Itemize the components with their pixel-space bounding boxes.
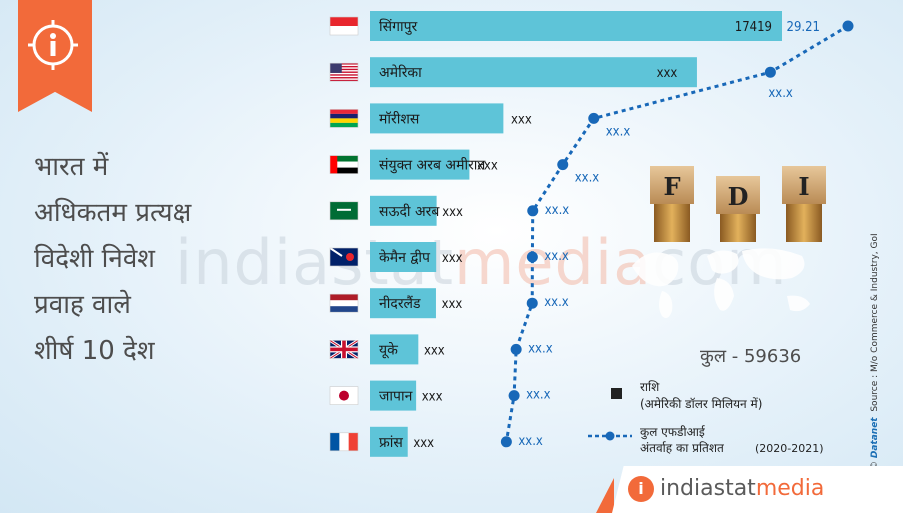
amount-label: xxx [422,390,443,405]
bar [370,57,697,88]
title-line: शीर्ष 10 देश [34,336,155,366]
category-label: फ्रांस [379,435,403,451]
legend-percent-label-1: कुल एफडीआई [640,425,705,439]
page-title: भारत में अधिकतम प्रत्यक्ष विदेशी निवेश प… [34,144,264,374]
legend-period: (2020-2021) [755,442,824,455]
legend-amount-swatch [611,388,622,399]
category-label: सिंगापुर [379,18,418,35]
amount-label: xxx [442,205,463,220]
flag-uk-icon [329,339,359,360]
flag-singapore-icon [329,16,359,36]
datanet-logo: Datanet [870,417,880,459]
fdi-block-i: I [782,166,826,242]
bar [370,426,408,457]
bar [370,242,437,272]
category-label: नीदरलैंड [379,295,421,312]
bar [370,288,436,319]
percent-point [527,205,539,217]
info-icon [26,18,80,72]
svg-text:F: F [663,172,680,201]
legend-amount: राशि (अमेरिकी डॉलर मिलियन में) [640,379,762,413]
legend-amount-label: राशि [640,380,660,394]
footer [0,466,903,513]
category-label: यूके [379,341,398,358]
title-line: प्रवाह वाले [34,290,131,320]
svg-text:D: D [728,182,749,211]
fdi-block-d: D [716,176,760,242]
category-label: सऊदी अरब [379,203,440,220]
footer-band [612,466,903,513]
percent-label: xx.x [545,203,570,218]
percent-point [557,159,569,171]
percent-label: xx.x [526,388,551,403]
flag-uae-icon [329,155,359,174]
percent-label: xx.x [768,86,793,101]
amount-label: xxx [657,66,678,81]
indiastat-logo-icon: i [628,476,654,502]
percent-point [842,20,854,32]
percent-label: xx.x [518,434,543,449]
percent-label: xx.x [528,341,553,356]
bar [370,334,419,365]
fdi-block-f: F [650,166,694,242]
amount-label: xxx [511,112,532,127]
percent-label: xx.x [575,171,600,186]
percent-point [508,390,520,402]
category-label: केमैन द्वीप [379,249,431,266]
flag-mauritius-icon [329,109,359,128]
percent-point [510,343,522,355]
legend-amount-unit: (अमेरिकी डॉलर मिलियन में) [640,397,763,411]
bar [370,195,437,226]
flag-france-icon [329,432,359,452]
total-label: कुल - 59636 [700,346,802,367]
percent-label: xx.x [544,295,569,310]
flag-usa-icon [329,62,359,82]
percent-point [588,112,600,124]
bar [370,149,470,180]
amount-label: xxx [424,343,445,358]
flag-netherlands-icon [329,293,359,313]
svg-text:I: I [798,172,809,201]
flag-saudi-arabia-icon [329,201,359,221]
flag-cayman-islands-icon [329,247,359,267]
watermark-part: media [454,226,653,299]
percent-label: 29.21 [787,20,820,35]
percent-point [526,297,538,309]
percent-point [500,436,512,448]
percent-label: xx.x [544,249,569,264]
logo-part: indiastat [660,476,756,501]
source-text: Source : M/o Commerce & Industry, GoI [870,233,880,412]
flag-japan-icon [329,386,359,405]
footer-accent [596,478,614,513]
percent-point [764,66,776,78]
watermark: indiastatmediacom [175,226,788,299]
bar [370,380,417,411]
fdi-blocks: F D I [650,162,830,246]
bar [370,11,782,41]
title-line: विदेशी निवेश [34,244,155,274]
amount-label: 17419 [735,20,772,35]
category-label: संयुक्त अरब अमीरात [379,157,486,174]
info-badge [18,0,92,112]
category-label: जापान [379,389,413,405]
legend-line-swatch [588,431,632,441]
source-note: © Datanet Source : M/o Commerce & Indust… [870,233,880,470]
amount-label: xxx [413,436,434,451]
world-map-icon [632,248,810,319]
amount-label: xxx [442,297,463,312]
percent-label: xx.x [606,124,631,139]
indiastat-logo[interactable]: indiastatmedia [660,476,824,501]
title-line: भारत में [34,152,109,182]
amount-label: xxx [477,159,498,174]
category-label: मॉरीशस [379,110,420,127]
legend-percent-label-2: अंतर्वाह का प्रतिशत [640,441,724,455]
legend-percent: कुल एफडीआई अंतर्वाह का प्रतिशत [640,424,724,456]
logo-part: media [755,476,825,501]
category-label: अमेरिका [379,64,422,81]
percent-point [526,251,538,263]
amount-label: xxx [442,251,463,266]
title-line: अधिकतम प्रत्यक्ष [34,198,192,228]
bar [370,103,504,134]
